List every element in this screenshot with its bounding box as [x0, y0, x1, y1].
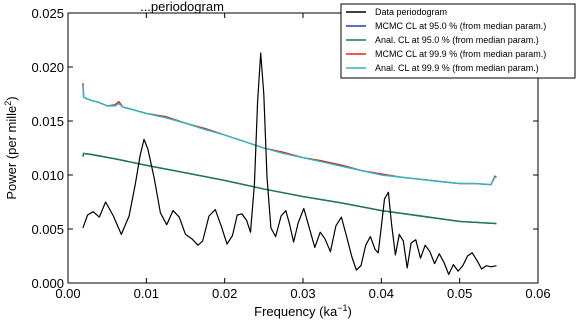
y-tick-label: 0.025 — [31, 6, 64, 21]
x-tick-label: 0.00 — [55, 286, 80, 301]
x-tick-label: 0.05 — [447, 286, 472, 301]
x-tick-label: 0.01 — [134, 286, 159, 301]
series-layer — [82, 52, 497, 275]
legend-label-2: Anal. CL at 95.0 % (from median param.) — [375, 35, 539, 45]
legend-box — [340, 3, 576, 79]
y-axis-title: Power (per mille2) — [3, 96, 19, 199]
ticks-layer: 0.00 0.01 0.02 0.03 0.04 0.05 0.06 0.000 0.005 0.… — [31, 6, 550, 301]
y-tick-label: 0.000 — [31, 276, 64, 291]
x-tick-label: 0.06 — [525, 286, 550, 301]
legend-items: Data periodogram MCMC CL at 95.0 % (from … — [346, 7, 546, 73]
legend-label-1: MCMC CL at 95.0 % (from median param.) — [375, 21, 546, 31]
x-tick-label: 0.03 — [290, 286, 315, 301]
x-tick-label: 0.04 — [369, 286, 394, 301]
y-tick-label: 0.010 — [31, 168, 64, 183]
series-line-2 — [82, 152, 497, 225]
chart-title: ...periodogram — [140, 0, 224, 14]
y-tick-label: 0.020 — [31, 60, 64, 75]
x-axis-title: Frequency (ka−1) — [254, 303, 352, 319]
series-line-4 — [82, 85, 497, 186]
series-line-1 — [82, 152, 497, 225]
y-tick-label: 0.005 — [31, 222, 64, 237]
series-line-3 — [82, 83, 497, 186]
legend-label-0: Data periodogram — [375, 7, 447, 17]
y-tick-label: 0.015 — [31, 114, 64, 129]
series-line-0 — [82, 52, 497, 275]
legend-label-4: Anal. CL at 99.9 % (from median param.) — [375, 63, 539, 73]
x-tick-label: 0.02 — [212, 286, 237, 301]
legend: Data periodogram MCMC CL at 95.0 % (from … — [340, 3, 576, 79]
legend-label-3: MCMC CL at 99.9 % (from median param.) — [375, 49, 546, 59]
